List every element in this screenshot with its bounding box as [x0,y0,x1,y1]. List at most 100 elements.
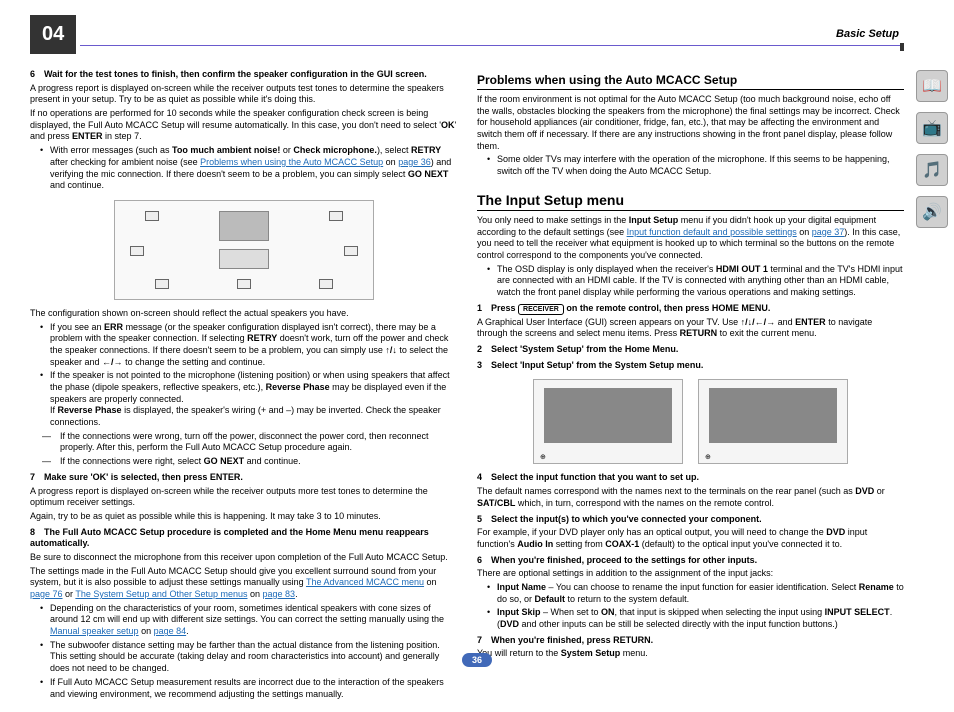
step-title-text: Wait for the test tones to finish, then … [44,69,427,79]
r-step-5-title: 5Select the input(s) to which you've con… [477,514,904,526]
section-title: Basic Setup [836,28,899,40]
link-system-setup[interactable]: The System Setup and Other Setup menus [75,589,247,599]
list-item: The subwoofer distance setting may be fa… [50,640,457,675]
step-8-bullets: Depending on the characteristics of your… [30,603,457,701]
step-7-title: 7Make sure 'OK' is selected, then press … [30,472,457,484]
r-step-6-bullets: Input Name – You can choose to rename th… [477,582,904,631]
r-step-7-title: 7When you're finished, press RETURN. [477,635,904,647]
step-title-text: Select 'System Setup' from the Home Menu… [491,344,678,354]
r-step-3-title: 3Select 'Input Setup' from the System Se… [477,360,904,372]
step-6-para1: A progress report is displayed on-screen… [30,83,457,106]
step-num: 1 [477,303,491,315]
r-step-1-title: 1Press RECEIVER on the remote control, t… [477,303,904,315]
config-sub-bullets: If the connections were wrong, turn off … [30,431,457,468]
step-text: on the remote control, then press HOME M… [564,303,771,313]
list-item: If the connections were right, select GO… [60,456,457,468]
list-item: If the connections were wrong, turn off … [60,431,457,454]
problems-bullets: Some older TVs may interfere with the op… [477,154,904,177]
link-page37[interactable]: page 37 [812,227,845,237]
step-num: 8 [30,527,44,539]
section-title-mark [900,43,904,51]
menu-diagram-right: ⊕ [698,379,848,464]
book-icon[interactable]: 📖 [916,70,948,102]
step-8-title: 8The Full Auto MCACC Setup procedure is … [30,527,457,550]
r-step-2-title: 2Select 'System Setup' from the Home Men… [477,344,904,356]
heading-problems: Problems when using the Auto MCACC Setup [477,73,904,90]
r-step-4-title: 4Select the input function that you want… [477,472,904,484]
link-input-defaults[interactable]: Input function default and possible sett… [627,227,797,237]
heading-input-setup: The Input Setup menu [477,192,904,211]
r-step-6-para: There are optional settings in addition … [477,568,904,580]
config-para: The configuration shown on-screen should… [30,308,457,320]
diagram-speaker [344,246,358,256]
header-divider [80,45,904,46]
link-problems-mcacc[interactable]: Problems when using the Auto MCACC Setup [200,157,383,167]
step-7-para2: Again, try to be as quiet as possible wh… [30,511,457,523]
step-num: 5 [477,514,491,526]
step-num: 2 [477,344,491,356]
r-step-7-para: You will return to the System Setup menu… [477,648,904,660]
step-title-text: Select the input function that you want … [491,472,699,482]
step-7-para1: A progress report is displayed on-screen… [30,486,457,509]
page-number: 36 [462,653,492,667]
diagram-speaker [130,246,144,256]
list-item: If Full Auto MCACC Setup measurement res… [50,677,457,700]
chapter-number: 04 [30,15,76,54]
problems-para: If the room environment is not optimal f… [477,94,904,152]
step-6-bullets: With error messages (such as Too much am… [30,145,457,192]
tv-icon[interactable]: 📺 [916,112,948,144]
step-num: 7 [477,635,491,647]
diagram-label: ⊕ [705,453,711,461]
menu-diagrams: ⊕ ⊕ [477,379,904,464]
step-text: Press [491,303,518,313]
diagram-panel [219,249,269,269]
step-6-title: 6Wait for the test tones to finish, then… [30,69,457,81]
step-title-text: Select 'Input Setup' from the System Set… [491,360,703,370]
link-page83[interactable]: page 83 [263,589,296,599]
diagram-speaker [329,211,343,221]
list-item: Some older TVs may interfere with the op… [497,154,904,177]
side-icon-bar: 📖 📺 🎵 🔊 [916,70,948,228]
right-column: Problems when using the Auto MCACC Setup… [477,65,904,702]
music-icon[interactable]: 🎵 [916,154,948,186]
step-title-text: Make sure 'OK' is selected, then press E… [44,472,243,482]
input-setup-para: You only need to make settings in the In… [477,215,904,262]
step-num: 6 [477,555,491,567]
link-page36[interactable]: page 36 [398,157,431,167]
list-item: Depending on the characteristics of your… [50,603,457,638]
link-advanced-mcacc[interactable]: The Advanced MCACC menu [306,577,424,587]
speaker-icon[interactable]: 🔊 [916,196,948,228]
step-8-para1: Be sure to disconnect the microphone fro… [30,552,457,564]
step-title-text: When you're finished, proceed to the set… [491,555,757,565]
left-column: 6Wait for the test tones to finish, then… [30,65,457,702]
step-num: 3 [477,360,491,372]
menu-diagram-left: ⊕ [533,379,683,464]
list-item: Input Skip – When set to ON, that input … [497,607,904,630]
speaker-config-diagram [114,200,374,300]
list-item: If you see an ERR message (or the speake… [50,322,457,369]
step-title-text: When you're finished, press RETURN. [491,635,653,645]
step-title-text: Select the input(s) to which you've conn… [491,514,762,524]
diagram-speaker [155,279,169,289]
diagram-speaker [237,279,251,289]
step-num: 6 [30,69,44,81]
list-item: With error messages (such as Too much am… [50,145,457,192]
step-8-para2: The settings made in the Full Auto MCACC… [30,566,457,601]
config-bullets: If you see an ERR message (or the speake… [30,322,457,429]
link-manual-speaker[interactable]: Manual speaker setup [50,626,139,636]
receiver-button-icon: RECEIVER [518,304,564,315]
step-num: 7 [30,472,44,484]
input-setup-bullets: The OSD display is only displayed when t… [477,264,904,299]
list-item: The OSD display is only displayed when t… [497,264,904,299]
gui-para: A Graphical User Interface (GUI) screen … [477,317,904,340]
step-num: 4 [477,472,491,484]
step-title-text: The Full Auto MCACC Setup procedure is c… [30,527,429,549]
diagram-screen [219,211,269,241]
diagram-speaker [319,279,333,289]
step-6-para2: If no operations are performed for 10 se… [30,108,457,143]
link-page76[interactable]: page 76 [30,589,63,599]
link-page84[interactable]: page 84 [154,626,187,636]
diagram-speaker [145,211,159,221]
diagram-label: ⊕ [540,453,546,461]
r-step-4-para: The default names correspond with the na… [477,486,904,509]
